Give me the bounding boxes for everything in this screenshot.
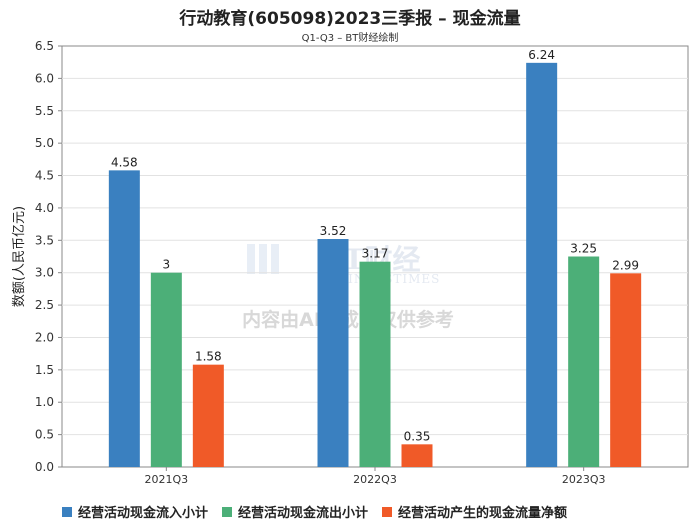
- y-tick-label: 5.0: [35, 136, 54, 150]
- data-label: 3: [163, 258, 171, 272]
- y-tick-label: 3.5: [35, 233, 54, 247]
- bar: [192, 364, 224, 467]
- y-tick-label: 0.0: [35, 460, 54, 474]
- bar: [526, 62, 558, 468]
- data-label: 3.25: [570, 242, 597, 256]
- y-tick-label: 6.5: [35, 39, 54, 53]
- x-tick-label: 2023Q3: [562, 473, 606, 486]
- chart-subtitle: Q1-Q3 – BT财经绘制: [301, 33, 399, 44]
- legend-swatch: [382, 506, 393, 517]
- data-label: 0.35: [404, 429, 431, 443]
- bar: [359, 261, 391, 467]
- y-tick-label: 1.0: [35, 395, 54, 409]
- data-label: 4.58: [111, 155, 138, 169]
- bar: [317, 239, 349, 467]
- x-tick-label: 2022Q3: [353, 473, 397, 486]
- watermark-logo-mark: [259, 244, 267, 274]
- data-label: 3.17: [362, 247, 389, 261]
- legend-label: 经营活动产生的现金流量净额: [398, 506, 568, 521]
- bar: [108, 170, 140, 467]
- legend-item: 经营活动现金流出小计: [222, 502, 368, 521]
- legend-swatch: [62, 506, 72, 517]
- legend-label: 经营活动现金流出小计: [238, 506, 369, 521]
- y-tick-label: 4.0: [35, 201, 54, 215]
- legend-swatch: [222, 506, 233, 517]
- y-tick-label: 6.0: [35, 71, 54, 85]
- legend-item: 经营活动现金流入小计: [62, 502, 208, 521]
- bar: [610, 273, 642, 467]
- watermark-logo-mark: [271, 244, 279, 274]
- watermark-logo-mark: [247, 244, 255, 274]
- legend-item: 经营活动产生的现金流量净额: [382, 502, 567, 521]
- legend-label: 经营活动现金流入小计: [78, 506, 209, 521]
- bar: [568, 256, 600, 467]
- y-tick-label: 1.5: [35, 363, 54, 377]
- y-tick-label: 3.0: [35, 266, 54, 280]
- data-label: 3.52: [320, 224, 347, 238]
- data-label: 6.24: [528, 48, 555, 62]
- bar: [401, 444, 433, 467]
- y-tick-label: 5.5: [35, 104, 54, 118]
- legend: 经营活动现金流入小计 经营活动现金流出小计 经营活动产生的现金流量净额: [62, 502, 700, 521]
- bar: [150, 272, 182, 467]
- x-tick-label: 2021Q3: [145, 473, 189, 486]
- data-label: 1.58: [195, 350, 222, 364]
- y-tick-label: 2.0: [35, 330, 54, 344]
- chart-title: 行动教育(605098)2023三季报 – 现金流量: [179, 9, 521, 29]
- data-label: 2.99: [612, 258, 639, 272]
- y-tick-label: 4.5: [35, 169, 54, 183]
- y-tick-label: 0.5: [35, 428, 54, 442]
- y-tick-label: 2.5: [35, 298, 54, 312]
- y-axis-label: 数额(人民币亿元): [12, 206, 27, 307]
